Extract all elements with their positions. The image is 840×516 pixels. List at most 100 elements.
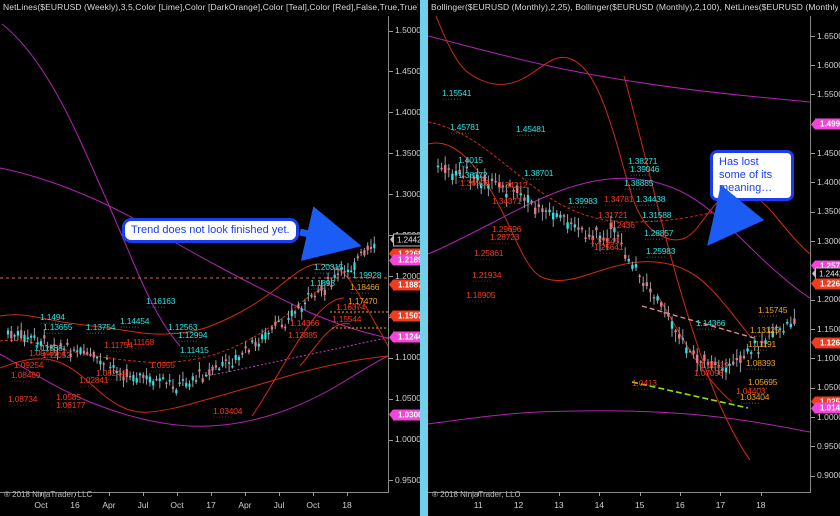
- label-underline-dots: ·······: [168, 330, 188, 337]
- x-axis-line-left: [0, 492, 389, 493]
- price-label: 1.09461 ·······: [29, 348, 59, 363]
- price-marker[interactable]: 1.18871: [393, 279, 420, 291]
- price-label: 1.07096 ·······: [694, 368, 724, 383]
- annotation-arrow-trend: [299, 206, 362, 261]
- copyright-left: ® 2018 NinjaTrader, LLC: [4, 490, 93, 499]
- price-label: 1.45481 ·······: [516, 124, 546, 139]
- price-label: 1.11338 ·······: [34, 343, 63, 358]
- x-axis-tick-mark: [75, 492, 76, 496]
- label-underline-dots: ·······: [458, 178, 478, 185]
- label-underline-dots: ·······: [104, 348, 124, 355]
- price-label: 1.18905 ·······: [466, 290, 496, 305]
- label-underline-dots: ·······: [146, 304, 166, 311]
- label-underline-dots: ·······: [746, 366, 766, 373]
- label-underline-dots: ·······: [610, 228, 630, 235]
- price-marker[interactable]: 1.03004: [393, 409, 420, 421]
- price-label: 1.34371 ·······: [492, 196, 522, 211]
- price-label: 1.08119 ·······: [700, 360, 729, 375]
- price-marker[interactable]: 1.12618: [815, 337, 840, 349]
- y-axis-tick: 1.5000: [389, 25, 420, 35]
- y-axis-tick: 1.3500: [389, 148, 420, 158]
- label-underline-dots: ·······: [350, 290, 370, 297]
- y-axis-tick: 1.1000: [811, 353, 840, 363]
- label-underline-dots: ·······: [642, 218, 662, 225]
- y-axis-tick: 1.6000: [811, 60, 840, 70]
- y-axis-tick: 0.9000: [811, 470, 840, 480]
- label-underline-dots: ·······: [630, 172, 650, 179]
- label-underline-dots: ·······: [288, 338, 308, 345]
- y-axis-tick: 1.0500: [389, 393, 420, 403]
- x-axis-tick: Apr: [102, 500, 116, 510]
- price-label: 1.13885 ·······: [288, 330, 318, 345]
- x-axis-tick: Jul: [273, 500, 285, 510]
- price-marker[interactable]: 1.02571: [815, 396, 840, 408]
- x-axis-tick-mark: [518, 492, 520, 496]
- annotation-callout-trend[interactable]: Trend does not look finished yet.: [122, 218, 299, 243]
- price-marker[interactable]: 1.21892: [393, 254, 420, 266]
- x-axis-tick: 17: [206, 500, 216, 510]
- price-label: 1.04403 ·······: [736, 386, 766, 401]
- label-underline-dots: ·······: [96, 376, 116, 383]
- x-axis-tick: 17: [715, 500, 726, 510]
- x-axis-tick-mark: [177, 492, 178, 496]
- price-label: 1.25983 ·······: [646, 246, 676, 261]
- label-underline-dots: ·······: [120, 324, 140, 331]
- price-label: 1.16163 ·······: [146, 296, 176, 311]
- panel-divider[interactable]: [420, 0, 428, 516]
- price-label: 1.27445 ·······: [590, 236, 620, 251]
- label-underline-dots: ·······: [466, 298, 486, 305]
- label-underline-dots: ·······: [460, 186, 480, 193]
- label-underline-dots: ·······: [492, 204, 512, 211]
- price-label: 1.38271 ·······: [628, 156, 658, 171]
- price-label: 1.31588 ·······: [642, 210, 672, 225]
- price-marker[interactable]: 1.15077: [393, 310, 420, 322]
- price-label: 1.38172 ·······: [458, 170, 488, 185]
- price-label: 1.16374 ·······: [336, 302, 366, 317]
- price-label: 1.34781 ·······: [604, 194, 634, 209]
- price-label: 1.14366 ·······: [696, 318, 726, 333]
- price-label: 1.4015 ·······: [458, 155, 483, 170]
- label-underline-dots: ·······: [604, 202, 624, 209]
- label-underline-dots: ·······: [594, 250, 614, 257]
- price-label: 1.11052 ·······: [42, 350, 71, 365]
- label-underline-dots: ·······: [86, 330, 106, 337]
- label-underline-dots: ·······: [700, 368, 720, 375]
- label-underline-dots: ·······: [492, 232, 512, 239]
- price-marker[interactable]: 1.25705: [815, 260, 840, 272]
- x-axis-tick-mark: [558, 492, 560, 496]
- label-underline-dots: ·······: [524, 176, 544, 183]
- price-marker[interactable]: 1.01436: [815, 402, 840, 414]
- x-axis-tick: 18: [756, 500, 766, 510]
- price-marker[interactable]: 1.22666: [815, 278, 840, 290]
- label-underline-dots: ·······: [442, 96, 462, 103]
- label-underline-dots: ·······: [498, 188, 518, 195]
- price-marker[interactable]: 1.2442: [393, 233, 420, 247]
- chart-panel-monthly[interactable]: Bollinger($EURUSD (Monthly),2,25), Bolli…: [428, 0, 840, 516]
- label-underline-dots: ·······: [348, 304, 368, 311]
- price-label: 1.19928 ·······: [352, 270, 382, 285]
- x-axis-tick: Oct: [34, 500, 48, 510]
- y-axis-tick: 1.0500: [811, 382, 840, 392]
- label-underline-dots: ·······: [736, 394, 756, 401]
- label-underline-dots: ·······: [290, 326, 310, 333]
- x-axis-tick: Jul: [137, 500, 149, 510]
- y-axis-tick: 1.0000: [811, 412, 840, 422]
- label-underline-dots: ·······: [43, 330, 63, 337]
- label-underline-dots: ·······: [748, 385, 768, 392]
- label-underline-dots: ·······: [758, 313, 778, 320]
- label-underline-dots: ·······: [646, 254, 666, 261]
- chart-panel-weekly[interactable]: NetLines($EURUSD (Weekly),3,5,Color [Lim…: [0, 0, 420, 516]
- price-marker[interactable]: 1.49916: [815, 118, 840, 130]
- label-underline-dots: ·······: [11, 378, 31, 385]
- price-marker[interactable]: 1.12448: [393, 331, 420, 343]
- annotation-callout-meaning[interactable]: Has lost some of its meaning…: [710, 150, 794, 201]
- y-axis-tick: 0.9500: [811, 441, 840, 451]
- y-axis-tick: 1.3000: [389, 189, 420, 199]
- price-label: 1.09254 ·······: [14, 360, 44, 375]
- x-axis-tick-mark: [347, 492, 348, 496]
- price-label: 1.08734 ·······: [8, 394, 38, 409]
- x-axis-tick-mark: [313, 492, 314, 496]
- price-label: 1.15541 ·······: [442, 88, 472, 103]
- y-axis-tick: 1.4500: [811, 148, 840, 158]
